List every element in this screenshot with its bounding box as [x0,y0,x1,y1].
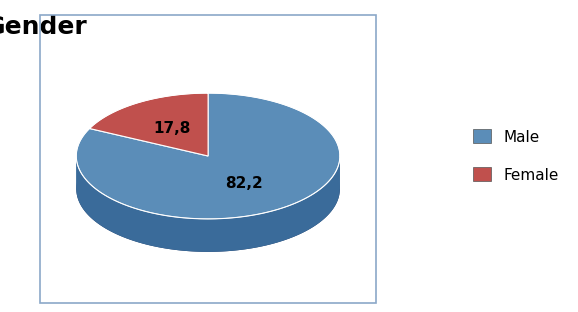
Polygon shape [76,156,340,219]
Text: 17,8: 17,8 [153,121,190,136]
Polygon shape [76,156,340,252]
Legend: Male, Female: Male, Female [466,123,565,189]
Polygon shape [90,93,208,156]
Text: 82,2: 82,2 [225,176,264,191]
Polygon shape [76,126,340,252]
Text: Gender: Gender [0,15,87,39]
Polygon shape [76,93,340,219]
